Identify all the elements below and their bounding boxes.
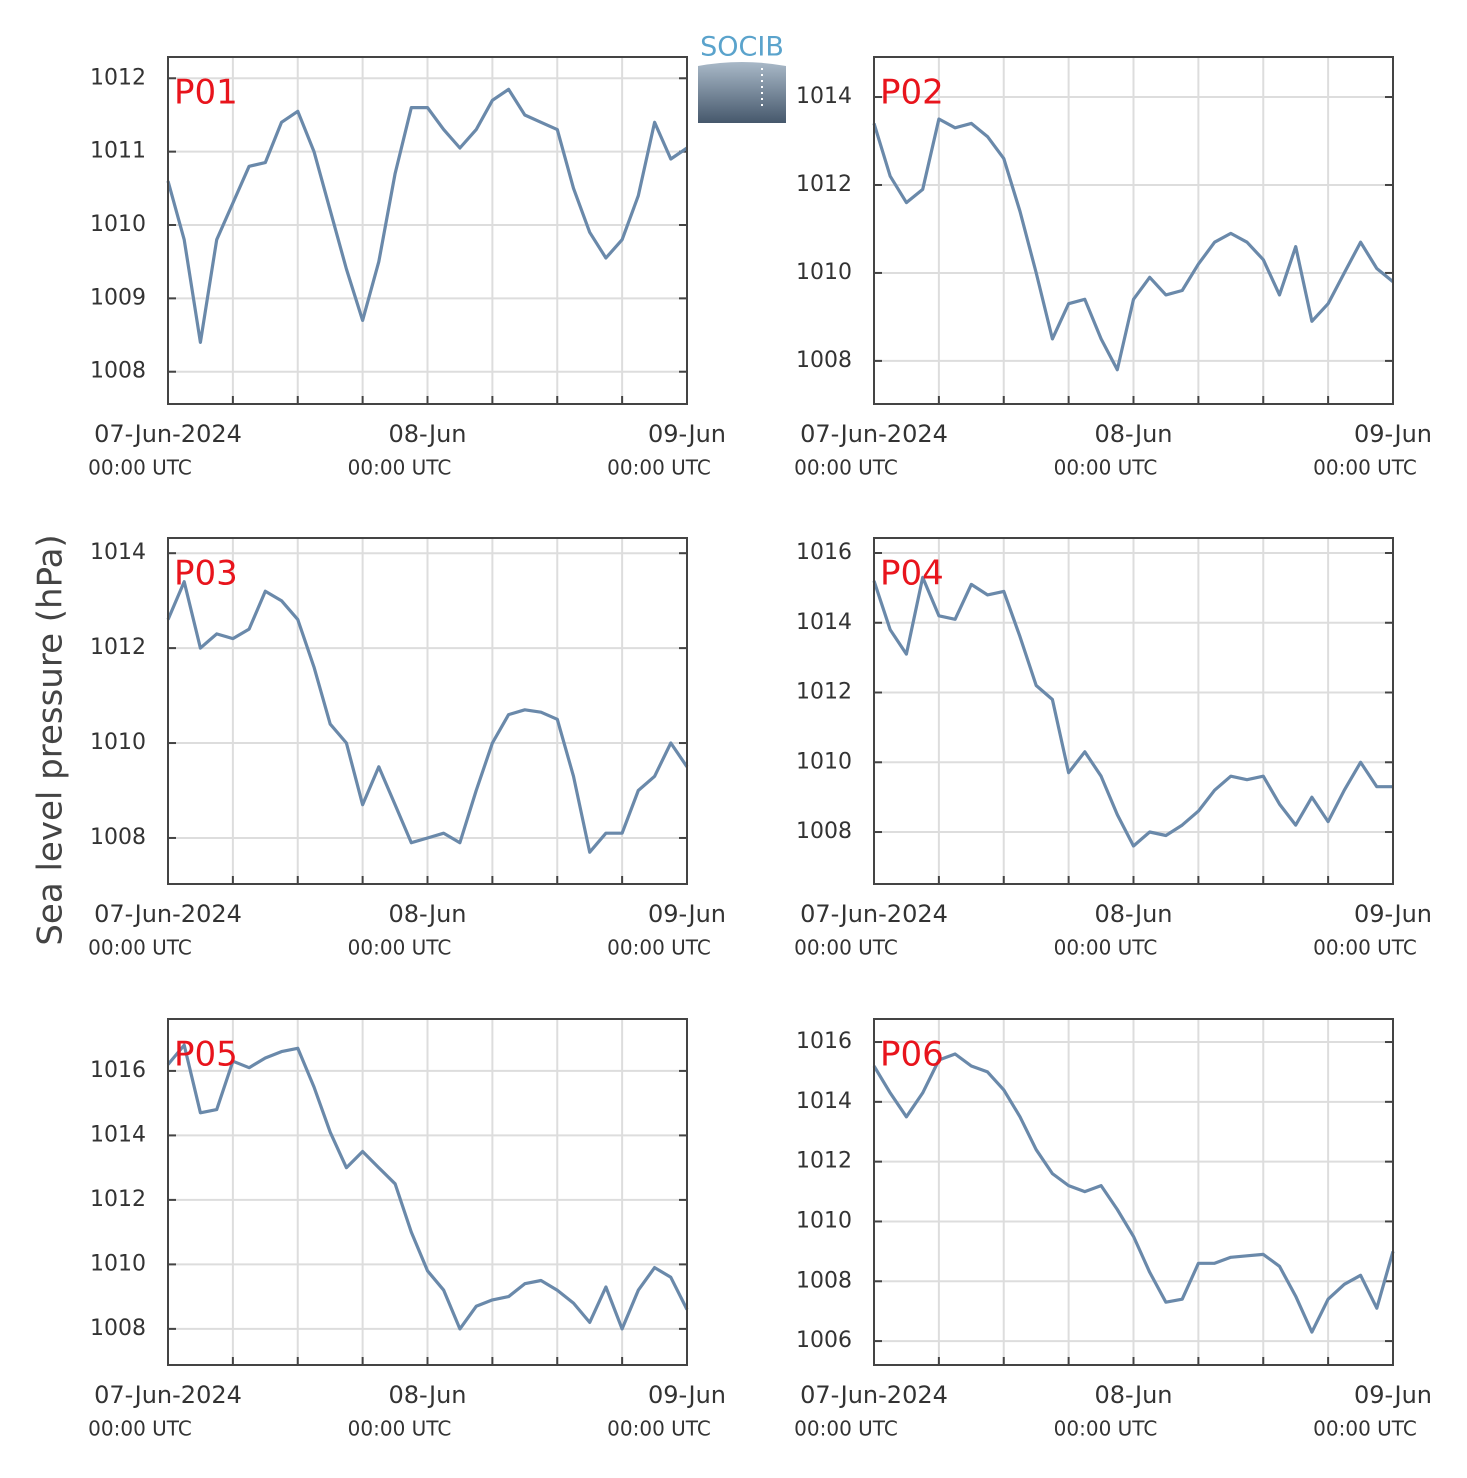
x-tick-label: 08-Jun [388, 900, 466, 928]
data-line [872, 1052, 1395, 1334]
x-tick-sublabel: 00:00 UTC [1313, 936, 1417, 960]
plot-frame [873, 56, 1394, 405]
plot-frame [167, 56, 688, 405]
x-tick-sublabel: 00:00 UTC [88, 1417, 192, 1441]
x-tick-label: 08-Jun [388, 1381, 466, 1409]
data-line [872, 117, 1395, 372]
y-tick-label: 1008 [90, 359, 146, 384]
logo-wave [698, 62, 786, 123]
y-tick-label: 1010 [90, 1251, 146, 1276]
y-tick-label: 1014 [796, 1089, 852, 1114]
x-tick-label: 07-Jun-2024 [94, 420, 242, 448]
x-tick-sublabel: 00:00 UTC [1313, 1417, 1417, 1441]
x-tick-sublabel: 00:00 UTC [1054, 936, 1158, 960]
x-tick-label: 07-Jun-2024 [800, 900, 948, 928]
y-tick-label: 1012 [90, 65, 146, 90]
data-line [872, 575, 1393, 848]
y-tick-label: 1016 [796, 1029, 852, 1054]
x-tick-label: 07-Jun-2024 [800, 1381, 948, 1409]
panel-title: P02 [880, 73, 944, 113]
x-tick-sublabel: 00:00 UTC [1054, 1417, 1158, 1441]
plot-frame [167, 1018, 688, 1366]
x-tick-label: 09-Jun [1354, 420, 1432, 448]
panel-title: P05 [174, 1035, 238, 1075]
y-tick-label: 1008 [796, 1268, 852, 1293]
x-tick-sublabel: 00:00 UTC [607, 936, 711, 960]
x-tick-label: 08-Jun [1094, 900, 1172, 928]
x-tick-sublabel: 00:00 UTC [88, 456, 192, 480]
y-tick-label: 1012 [796, 172, 852, 197]
y-tick-label: 1011 [90, 139, 146, 164]
x-tick-label: 08-Jun [1094, 420, 1172, 448]
y-tick-label: 1009 [90, 285, 146, 310]
x-tick-sublabel: 00:00 UTC [794, 456, 898, 480]
x-tick-label: 07-Jun-2024 [94, 1381, 242, 1409]
panel-title: P03 [174, 554, 238, 594]
x-tick-label: 09-Jun [1354, 900, 1432, 928]
y-tick-label: 1008 [796, 819, 852, 844]
x-tick-label: 07-Jun-2024 [94, 900, 242, 928]
panel-title: P01 [174, 73, 238, 113]
y-tick-label: 1014 [90, 1122, 146, 1147]
panel-title: P06 [880, 1035, 944, 1075]
x-tick-label: 08-Jun [1094, 1381, 1172, 1409]
x-tick-label: 08-Jun [388, 420, 466, 448]
x-tick-sublabel: 00:00 UTC [348, 936, 452, 960]
y-tick-label: 1012 [796, 680, 852, 705]
y-tick-label: 1016 [796, 540, 852, 565]
y-tick-label: 1016 [90, 1058, 146, 1083]
x-tick-sublabel: 00:00 UTC [88, 936, 192, 960]
y-tick-label: 1008 [796, 348, 852, 373]
data-line [166, 87, 688, 344]
plot-frame [873, 1018, 1394, 1366]
y-tick-label: 1014 [796, 610, 852, 635]
x-tick-sublabel: 00:00 UTC [1054, 456, 1158, 480]
y-tick-label: 1014 [796, 84, 852, 109]
data-line [166, 1043, 689, 1331]
y-tick-label: 1010 [796, 1208, 852, 1233]
x-tick-sublabel: 00:00 UTC [607, 1417, 711, 1441]
x-tick-label: 09-Jun [648, 420, 726, 448]
plot-frame [873, 537, 1394, 885]
y-tick-label: 1012 [90, 635, 146, 660]
x-tick-sublabel: 00:00 UTC [348, 1417, 452, 1441]
y-tick-label: 1010 [796, 749, 852, 774]
y-axis-label: Sea level pressure (hPa) [31, 534, 71, 945]
y-tick-label: 1012 [90, 1187, 146, 1212]
y-tick-label: 1008 [90, 1316, 146, 1341]
panel-title: P04 [880, 554, 944, 594]
x-tick-sublabel: 00:00 UTC [607, 456, 711, 480]
y-tick-label: 1010 [90, 212, 146, 237]
y-tick-label: 1006 [796, 1328, 852, 1353]
logo-text: SOCIB [700, 32, 784, 63]
logo: SOCIB [698, 32, 786, 123]
y-tick-label: 1010 [90, 730, 146, 755]
y-tick-label: 1014 [90, 540, 146, 565]
x-tick-label: 09-Jun [648, 900, 726, 928]
data-line [166, 580, 689, 854]
x-tick-sublabel: 00:00 UTC [794, 1417, 898, 1441]
y-tick-label: 1012 [796, 1149, 852, 1174]
x-tick-sublabel: 00:00 UTC [1313, 456, 1417, 480]
x-tick-label: 09-Jun [648, 1381, 726, 1409]
x-tick-sublabel: 00:00 UTC [348, 456, 452, 480]
plot-frame [167, 537, 688, 885]
y-tick-label: 1008 [90, 825, 146, 850]
y-tick-label: 1010 [796, 260, 852, 285]
x-tick-label: 09-Jun [1354, 1381, 1432, 1409]
x-tick-sublabel: 00:00 UTC [794, 936, 898, 960]
x-tick-label: 07-Jun-2024 [800, 420, 948, 448]
